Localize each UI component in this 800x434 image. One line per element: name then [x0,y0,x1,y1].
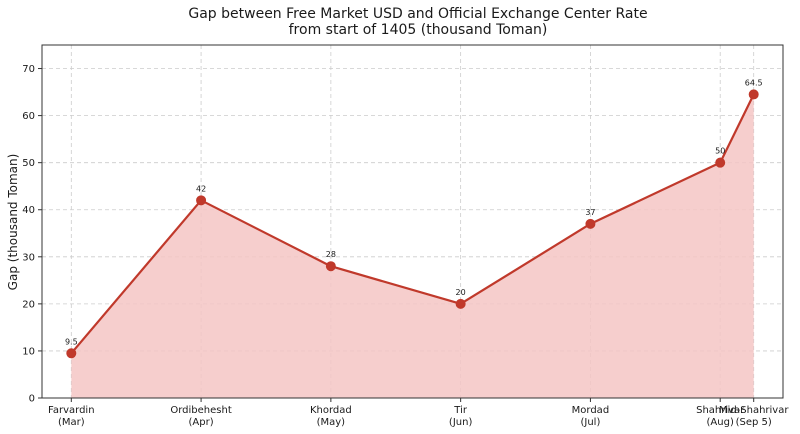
y-axis-label: Gap (thousand Toman) [6,154,20,291]
data-value-label: 50 [715,147,725,156]
axes [41,44,784,399]
data-point [715,157,726,168]
data-point [748,89,759,100]
y-ticks: 0 10 20 30 40 50 60 70 [22,64,42,405]
x-tick-sublabel: (Jun) [449,417,473,428]
x-tick-label: Mordad [572,405,610,416]
x-tick-sublabel: (Jul) [580,417,600,428]
y-tick-label: 0 [29,394,35,405]
x-tick-label: Khordad [310,405,352,416]
y-tick-label: 40 [22,205,35,216]
x-ticks: Farvardin(Mar) Ordibehesht(Apr) Khordad(Ma… [48,398,789,428]
data-value-label: 9.5 [65,337,78,346]
data-value-label: 20 [456,288,466,297]
x-tick-sublabel: (Mar) [58,417,85,428]
data-point [196,195,207,206]
data-points [66,89,759,359]
x-tick-label: Ordibehesht [170,405,231,416]
x-tick-label: Shahrivar [696,405,745,416]
data-point [66,348,77,359]
y-tick-label: 60 [22,111,35,122]
data-value-label: 28 [326,250,336,259]
y-tick-label: 20 [22,299,35,310]
area-layer [70,93,755,399]
chart-title-line-2: from start of 1405 (thousand Toman) [289,22,548,38]
area-fill [71,94,754,399]
data-point [455,298,466,309]
y-tick-label: 30 [22,252,35,263]
x-tick-label: Tir [453,405,468,416]
x-tick-sublabel: (Apr) [189,417,214,428]
data-point [585,218,596,229]
chart-title-line-1: Gap between Free Market USD and Official… [188,6,647,22]
x-tick-label: Mid-Shahrivar [719,405,789,416]
y-tick-label: 10 [22,346,35,357]
data-value-label: 37 [585,208,595,217]
x-tick-sublabel: (Sep 5) [736,417,772,428]
plot-frame [41,44,784,399]
y-tick-label: 50 [22,158,35,169]
y-tick-label: 70 [22,64,35,75]
data-value-label: 64.5 [745,78,763,87]
x-tick-label: Farvardin [48,405,95,416]
x-tick-sublabel: (May) [317,417,346,428]
data-labels: 9.5 42 28 20 37 50 64.5 [65,78,763,346]
data-point [325,261,336,272]
x-tick-sublabel: (Aug) [707,417,734,428]
data-value-label: 42 [196,184,206,193]
